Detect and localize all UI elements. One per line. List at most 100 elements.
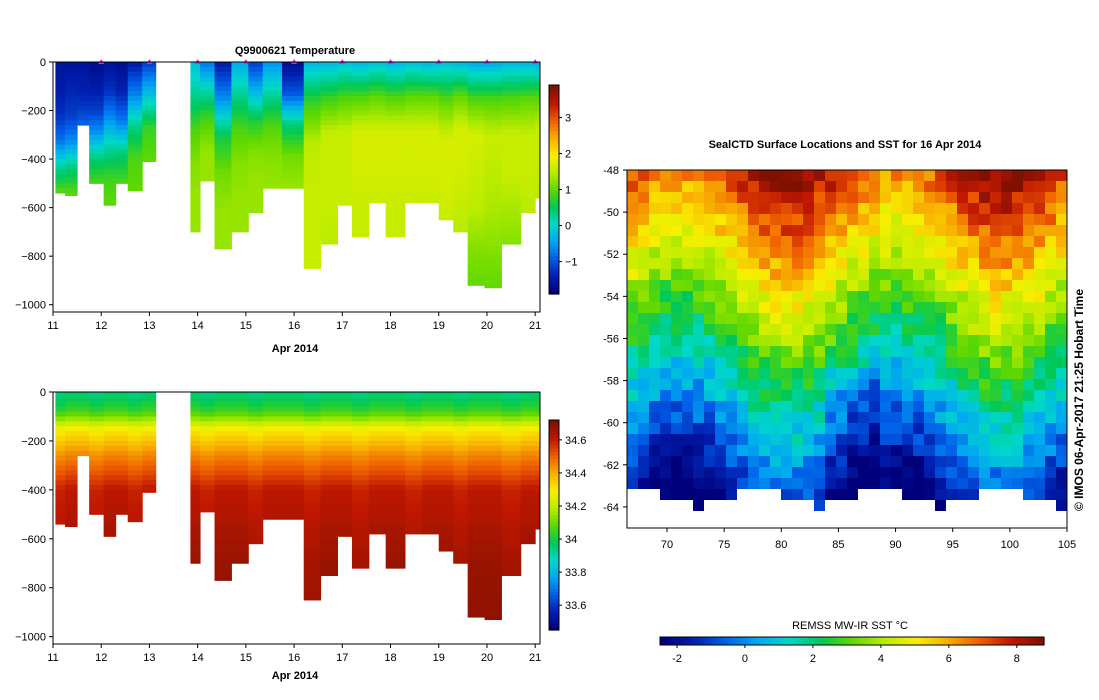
sst-cell (1034, 203, 1046, 215)
sst-cell (682, 181, 694, 193)
salinity-cell (55, 411, 66, 417)
sst-cell (814, 302, 826, 314)
sst-cell (924, 401, 936, 413)
temperature-cell (248, 86, 264, 92)
sst-cell (1012, 434, 1024, 446)
salinity-cell (55, 489, 66, 496)
temperature-cell (385, 202, 406, 209)
temperature-cell (501, 168, 522, 175)
temperature-cell (404, 115, 423, 121)
salinity-cell (103, 509, 117, 515)
temperature-cell (127, 81, 143, 87)
sst-cell (803, 203, 815, 215)
temperature-cell (404, 134, 423, 141)
salinity-cell (385, 558, 406, 564)
sst-cell (836, 401, 848, 413)
x-tick-label: 12 (95, 320, 107, 332)
salinity-cell (535, 514, 541, 520)
sst-cell (836, 203, 848, 215)
sst-cell (715, 236, 727, 248)
sst-colorbar-frame (659, 636, 1045, 646)
salinity-cell (467, 460, 486, 466)
temperature-cell (103, 134, 117, 141)
temperature-cell (190, 86, 201, 92)
sst-cell (682, 302, 694, 314)
sst-cell (979, 280, 991, 292)
temperature-cell (282, 149, 305, 155)
sst-cell (935, 522, 947, 528)
salinity-cell (520, 480, 536, 486)
sst-cell (891, 203, 903, 215)
sst-cell (715, 401, 727, 413)
sst-cell (792, 445, 804, 457)
sst-cell (737, 489, 749, 501)
temperature-cell (453, 159, 469, 165)
sst-cell (990, 423, 1002, 435)
salinity-cell (214, 568, 232, 574)
temperature-cell (127, 134, 143, 141)
sst-cell (880, 291, 892, 303)
temperature-cell (385, 125, 406, 131)
sst-colorbar-segment (813, 637, 819, 645)
sst-cell (924, 280, 936, 292)
salinity-cell (142, 484, 157, 491)
sst-cell (660, 390, 672, 402)
salinity-cell (351, 533, 370, 540)
temperature-cell (55, 62, 66, 68)
sst-cell (1056, 368, 1067, 380)
temperature-cell (127, 91, 143, 97)
sst-cell (891, 346, 903, 358)
temperature-cell (262, 115, 283, 121)
salinity-cell (385, 494, 406, 501)
temperature-cell (55, 110, 66, 116)
salinity-cell (351, 421, 370, 427)
temperature-cell (351, 178, 370, 184)
temperature-cell (484, 256, 502, 262)
temperature-cell (214, 236, 232, 243)
salinity-cell (214, 445, 232, 452)
sst-colorbar-segment (852, 637, 858, 645)
sst-cell (880, 247, 892, 259)
sst-cell (957, 467, 969, 479)
salinity-cell (520, 392, 536, 398)
salinity-cell (190, 470, 201, 476)
sst-cell (902, 225, 914, 237)
temperature-cell (467, 115, 486, 121)
sst-colorbar-segment (664, 637, 671, 645)
temperature-cell (337, 120, 353, 126)
salinity-cell (385, 548, 406, 554)
temperature-cell (103, 129, 117, 136)
salinity-cell (337, 494, 353, 501)
sst-cell (649, 390, 661, 402)
sst-cell (704, 280, 716, 292)
temperature-cell (453, 163, 469, 170)
temperature-cell (385, 178, 406, 184)
temperature-cell (501, 66, 522, 73)
salinity-cell (453, 465, 469, 471)
sst-cell (1045, 346, 1057, 358)
sst-cell (858, 346, 870, 358)
salinity-cell (337, 460, 353, 466)
temperature-cell (535, 154, 541, 160)
temperature-cell (77, 120, 90, 126)
sst-cell (682, 467, 694, 479)
temperature-cell (337, 66, 353, 73)
salinity-cell (501, 504, 522, 510)
salinity-cell (127, 406, 143, 413)
salinity-cell (142, 436, 157, 442)
sst-cell (935, 379, 947, 391)
sst-cell (671, 467, 683, 479)
temperature-cell (438, 120, 454, 126)
temperature-cell (282, 110, 305, 116)
sst-cell (792, 357, 804, 369)
salinity-cell (303, 401, 322, 408)
sst-cell (726, 269, 738, 281)
sst-cell (1012, 258, 1024, 270)
sst-cell (671, 368, 683, 380)
sst-cell (638, 192, 650, 204)
sst-cell (1023, 434, 1035, 446)
temperature-cell (320, 207, 338, 213)
temperature-cell (385, 100, 406, 107)
temperature-cell (320, 105, 338, 112)
salinity-cell (65, 470, 78, 476)
